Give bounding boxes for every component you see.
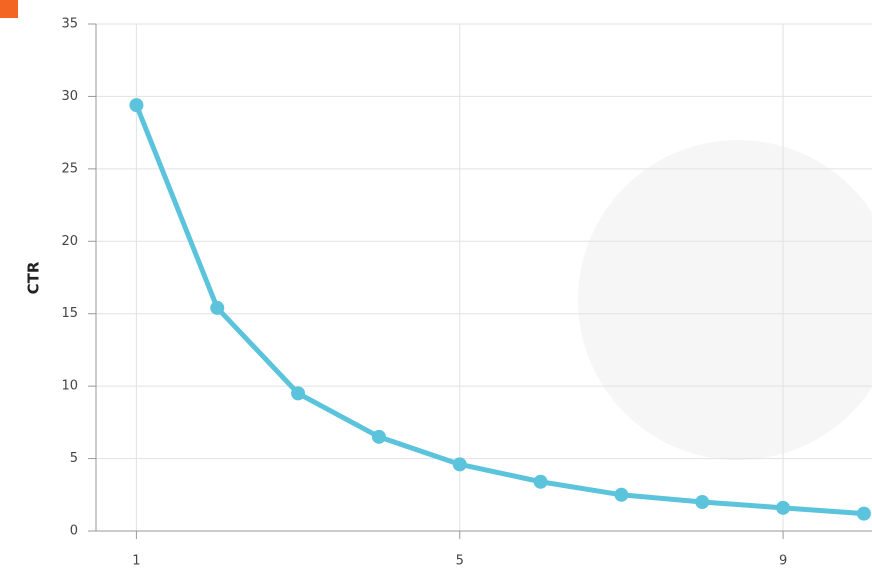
y-tick-label: 0 — [70, 524, 78, 539]
y-axis-label: CTR — [25, 261, 43, 294]
point — [129, 98, 144, 113]
point — [856, 506, 871, 521]
y-tick-label: 30 — [61, 89, 78, 104]
x-tick-label: 9 — [779, 554, 787, 569]
y-tick-label: 15 — [61, 306, 78, 321]
x-tick-label: 1 — [132, 554, 140, 569]
point — [614, 487, 629, 502]
point — [776, 500, 791, 515]
y-tick-label: 10 — [61, 379, 78, 394]
point — [695, 495, 710, 510]
y-tick-label: 35 — [61, 17, 78, 32]
point — [291, 386, 306, 401]
corner-badge — [0, 0, 18, 18]
point — [533, 474, 548, 489]
point — [210, 300, 225, 315]
point — [452, 457, 467, 472]
x-tick-label: 5 — [456, 554, 464, 569]
y-tick-label: 5 — [70, 451, 78, 466]
point — [371, 429, 386, 444]
series-line — [134, 104, 865, 517]
y-tick-label: 25 — [61, 161, 78, 176]
watermark-globe — [578, 140, 872, 460]
y-tick-label: 20 — [61, 234, 78, 249]
